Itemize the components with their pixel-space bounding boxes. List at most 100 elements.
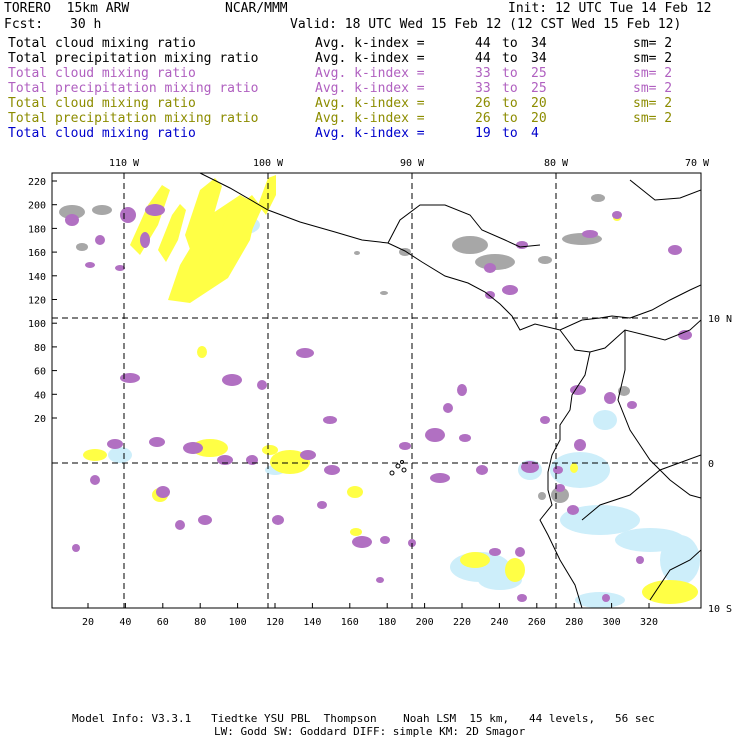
x-tick-label: 160 [341,617,359,628]
y-tick-label: 180 [28,224,46,235]
x-tick-label: 120 [266,617,284,628]
legend-row: Total precipitation mixing ratio Avg. k-i… [8,81,728,96]
latitude-labels: 10 N 0 10 S [708,314,732,615]
legend-field: Total precipitation mixing ratio [8,51,259,66]
legend-sm: sm= 2 [633,96,673,111]
y-tick-label: 220 [28,177,46,188]
coastlines [199,173,701,608]
model-title: TORERO 15km ARW [4,1,130,16]
legend-sm: sm= 2 [633,66,673,81]
x-tick-label: 280 [565,617,583,628]
legend-kindex: Avg. k-index = [315,126,425,141]
x-tick-label: 240 [490,617,508,628]
x-tick-label: 40 [119,617,131,628]
footer-physics: LW: Godd SW: Goddard DIFF: simple KM: 2D… [214,725,526,738]
y-tick-label: 100 [28,319,46,330]
init-time: Init: 12 UTC Tue 14 Feb 12 [508,1,712,16]
legend-to: 25 [531,66,547,81]
legend-sm: sm= 2 [633,51,673,66]
y-tick-label: 120 [28,296,46,307]
legend-to-word: to [502,81,518,96]
x-tick-label: 260 [528,617,546,628]
y-tick-marks [52,180,57,419]
legend-to-word: to [502,96,518,111]
legend-kindex: Avg. k-index = [315,51,425,66]
legend-from: 26 [475,96,491,111]
legend-field: Total precipitation mixing ratio [8,111,259,126]
legend-row: Total precipitation mixing ratio Avg. k-i… [8,111,728,126]
legend-to: 4 [531,126,539,141]
legend-from: 33 [475,66,491,81]
legend-from: 44 [475,36,491,51]
legend-field: Total cloud mixing ratio [8,96,196,111]
x-tick-label: 80 [194,617,206,628]
legend-row: Total cloud mixing ratio Avg. k-index = 44… [8,36,728,51]
legend-to-word: to [502,51,518,66]
y-tick-label: 160 [28,248,46,259]
y-tick-label: 60 [34,367,46,378]
footer-model-info: Model Info: V3.3.1 Tiedtke YSU PBL Thomp… [72,712,655,725]
x-tick-label: 100 [229,617,247,628]
forecast-label: Fcst: [4,17,44,32]
x-tick-label: 180 [378,617,396,628]
legend-row: Total cloud mixing ratio Avg. k-index = 26… [8,96,728,111]
legend-field: Total cloud mixing ratio [8,126,196,141]
legend-sm: sm= 2 [633,36,673,51]
forecast-hour: 30 h [70,17,102,32]
x-tick-label: 320 [640,617,658,628]
legend-field: Total cloud mixing ratio [8,36,196,51]
field-layer [59,173,701,608]
longitude-labels: 110 W 100 W 90 W 80 W 70 W [109,158,710,169]
y-tick-label: 40 [34,390,46,401]
legend-to: 20 [531,96,547,111]
legend-to: 25 [531,81,547,96]
legend-to-word: to [502,36,518,51]
legend-field: Total cloud mixing ratio [8,66,196,81]
legend-to-word: to [502,126,518,141]
x-tick-label: 20 [82,617,94,628]
legend-kindex: Avg. k-index = [315,81,425,96]
legend-row: Total precipitation mixing ratio Avg. k-i… [8,51,728,66]
legend-from: 33 [475,81,491,96]
x-tick-label: 220 [453,617,471,628]
legend-to: 34 [531,36,547,51]
legend-to-word: to [502,111,518,126]
longitude-label: 100 W [253,158,284,169]
precip-yellow-areas [83,175,698,604]
x-tick-label: 60 [157,617,169,628]
y-tick-label: 80 [34,343,46,354]
legend-field: Total precipitation mixing ratio [8,81,259,96]
legend-row: Total cloud mixing ratio Avg. k-index = 33… [8,66,728,81]
y-tick-label: 20 [34,414,46,425]
x-tick-label: 140 [303,617,321,628]
org-label: NCAR/MMM [225,1,288,16]
y-tick-label: 140 [28,272,46,283]
legend-to: 34 [531,51,547,66]
latitude-label: 0 [708,459,714,470]
legend-from: 19 [475,126,491,141]
legend-to-word: to [502,66,518,81]
x-tick-labels: 20 40 60 80 100 120 140 160 180 200 220 240 260 280 30… [82,617,658,628]
latitude-label: 10 N [708,314,732,325]
legend-from: 44 [475,51,491,66]
x-tick-label: 300 [603,617,621,628]
legend-kindex: Avg. k-index = [315,66,425,81]
y-tick-label: 200 [28,201,46,212]
x-tick-marks [87,603,650,608]
latitude-label: 10 S [708,604,732,615]
valid-time: Valid: 18 UTC Wed 15 Feb 12 (12 CST Wed … [290,17,682,32]
longitude-label: 90 W [400,158,425,169]
legend-kindex: Avg. k-index = [315,111,425,126]
y-tick-labels: 220 200 180 160 140 120 100 80 60 40 20 [28,177,46,425]
cloud-purple-areas [65,204,692,602]
legend-to: 20 [531,111,547,126]
x-tick-label: 200 [416,617,434,628]
legend-sm: sm= 2 [633,81,673,96]
longitude-label: 70 W [685,158,710,169]
longitude-label: 110 W [109,158,140,169]
legend-kindex: Avg. k-index = [315,36,425,51]
legend-sm: sm= 2 [633,111,673,126]
plot-frame [51,172,702,609]
legend-row: Total cloud mixing ratio Avg. k-index = 19… [8,126,728,141]
